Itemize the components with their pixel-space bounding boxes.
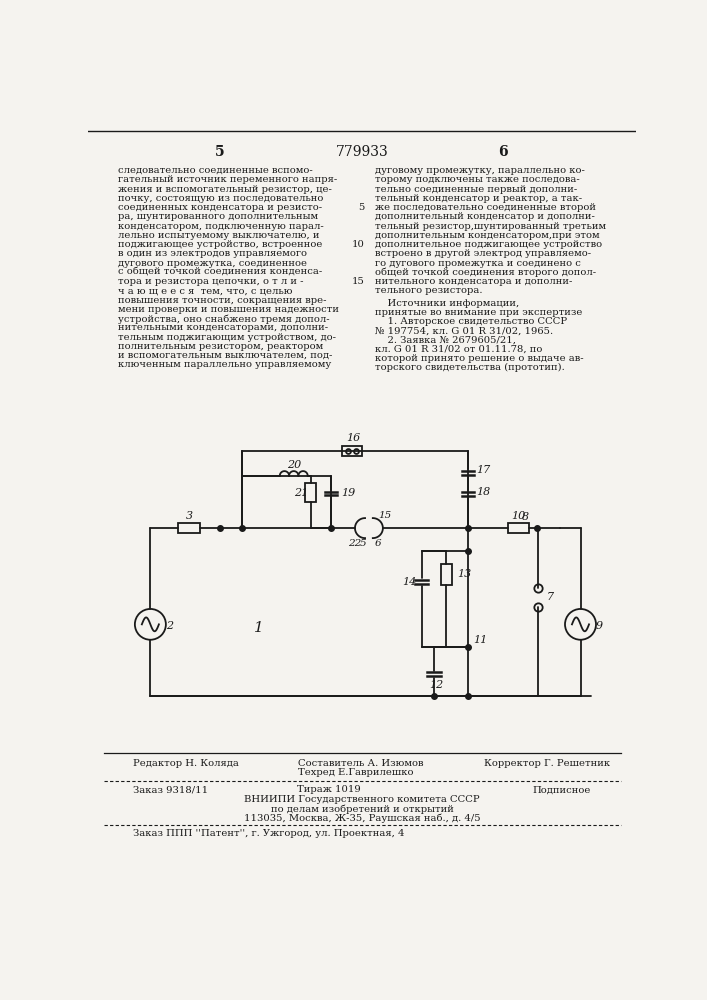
Text: поджигающее устройство, встроенное: поджигающее устройство, встроенное <box>118 240 322 249</box>
Text: мени проверки и повышения надежности: мени проверки и повышения надежности <box>118 305 339 314</box>
Bar <box>341 446 362 456</box>
Bar <box>178 523 200 533</box>
Text: 17: 17 <box>476 465 490 475</box>
Text: 18: 18 <box>476 487 490 497</box>
Text: которой принято решение о выдаче ав-: которой принято решение о выдаче ав- <box>375 354 584 363</box>
Text: 6: 6 <box>375 539 382 548</box>
Text: 19: 19 <box>341 488 356 498</box>
Text: Тираж 1019: Тираж 1019 <box>297 785 361 794</box>
Text: жения и вспомогательный резистор, це-: жения и вспомогательный резистор, це- <box>118 185 332 194</box>
Text: устройства, оно снабжено тремя допол-: устройства, оно снабжено тремя допол- <box>118 314 329 324</box>
Text: 3: 3 <box>185 511 193 521</box>
Text: же последовательно соединенные второй: же последовательно соединенные второй <box>375 203 596 212</box>
Text: Редактор Н. Коляда: Редактор Н. Коляда <box>134 759 239 768</box>
Text: дополнительным конденсатором,при этом: дополнительным конденсатором,при этом <box>375 231 600 240</box>
Text: соединенных конденсатора и резисто-: соединенных конденсатора и резисто- <box>118 203 322 212</box>
Text: кл. G 01 R 31/02 от 01.11.78, по: кл. G 01 R 31/02 от 01.11.78, по <box>375 345 542 354</box>
Text: 14: 14 <box>402 577 416 587</box>
Text: 2: 2 <box>166 621 173 631</box>
Text: Корректор Г. Решетник: Корректор Г. Решетник <box>484 759 609 768</box>
Bar <box>305 483 316 502</box>
Text: 16: 16 <box>346 433 361 443</box>
Text: полнительным резистором, реактором: полнительным резистором, реактором <box>118 342 323 351</box>
Text: 5: 5 <box>358 203 365 212</box>
Text: го дугового промежутка и соединено с: го дугового промежутка и соединено с <box>375 259 581 268</box>
Text: 779933: 779933 <box>336 145 388 159</box>
Text: торского свидетельства (прототип).: торского свидетельства (прототип). <box>375 363 565 372</box>
Text: нительными конденсаторами, дополни-: нительными конденсаторами, дополни- <box>118 323 328 332</box>
Text: 8: 8 <box>522 512 529 522</box>
Text: конденсатором, подключенную парал-: конденсатором, подключенную парал- <box>118 222 324 231</box>
Text: по делам изобретений и открытий: по делам изобретений и открытий <box>271 805 453 814</box>
Text: тельный конденсатор и реактор, а так-: тельный конденсатор и реактор, а так- <box>375 194 583 203</box>
Text: Составитель А. Изюмов: Составитель А. Изюмов <box>298 759 423 768</box>
Text: Подписное: Подписное <box>532 785 590 794</box>
Text: 10: 10 <box>511 511 525 521</box>
Text: 12: 12 <box>429 680 443 690</box>
Text: следовательно соединенные вспомо-: следовательно соединенные вспомо- <box>118 166 312 175</box>
Text: повышения точности, сокращения вре-: повышения точности, сокращения вре- <box>118 296 327 305</box>
Text: нительного конденсатора и дополни-: нительного конденсатора и дополни- <box>375 277 573 286</box>
Text: Источники информации,: Источники информации, <box>375 299 520 308</box>
Text: общей точкой соединения второго допол-: общей точкой соединения второго допол- <box>375 268 596 277</box>
Text: 113035, Москва, Ж-35, Раушская наб., д. 4/5: 113035, Москва, Ж-35, Раушская наб., д. … <box>244 814 480 823</box>
Text: и вспомогательным выключателем, под-: и вспомогательным выключателем, под- <box>118 351 332 360</box>
Text: ра, шунтированного дополнительным: ра, шунтированного дополнительным <box>118 212 318 221</box>
Text: 5: 5 <box>216 145 225 159</box>
Text: Заказ 9318/11: Заказ 9318/11 <box>134 785 209 794</box>
Text: торому подключены также последова-: торому подключены также последова- <box>375 175 580 184</box>
Text: тельно соединенные первый дополни-: тельно соединенные первый дополни- <box>375 185 578 194</box>
Text: 1: 1 <box>254 621 264 635</box>
Text: Заказ ППП ''Патент'', г. Ужгород, ул. Проектная, 4: Заказ ППП ''Патент'', г. Ужгород, ул. Пр… <box>134 829 405 838</box>
Text: тельным поджигающим устройством, до-: тельным поджигающим устройством, до- <box>118 333 336 342</box>
Text: ВНИИПИ Государственного комитета СССР: ВНИИПИ Государственного комитета СССР <box>244 795 480 804</box>
Text: 15: 15 <box>352 277 365 286</box>
Bar <box>508 523 530 533</box>
Text: 1. Авторское свидетельство СССР: 1. Авторское свидетельство СССР <box>375 317 567 326</box>
Text: тельный резистор,шунтированный третьим: тельный резистор,шунтированный третьим <box>375 222 606 231</box>
Text: почку, состоящую из последовательно: почку, состоящую из последовательно <box>118 194 323 203</box>
Text: 2. Заявка № 2679605/21,: 2. Заявка № 2679605/21, <box>375 336 516 345</box>
Text: в один из электродов управляемого: в один из электродов управляемого <box>118 249 307 258</box>
Text: 15: 15 <box>378 511 391 520</box>
Text: 10: 10 <box>352 240 365 249</box>
Text: дуговому промежутку, параллельно ко-: дуговому промежутку, параллельно ко- <box>375 166 585 175</box>
Text: дополнительный конденсатор и дополни-: дополнительный конденсатор и дополни- <box>375 212 595 221</box>
Text: ч а ю щ е е с я  тем, что, с целью: ч а ю щ е е с я тем, что, с целью <box>118 286 292 295</box>
Text: дополнительное поджигающее устройство: дополнительное поджигающее устройство <box>375 240 602 249</box>
Text: 13: 13 <box>457 569 472 579</box>
Text: встроено в другой электрод управляемо-: встроено в другой электрод управляемо- <box>375 249 591 258</box>
Text: дугового промежутка, соединенное: дугового промежутка, соединенное <box>118 259 307 268</box>
Text: ключенным параллельно управляемому: ключенным параллельно управляемому <box>118 360 331 369</box>
Text: 21: 21 <box>293 488 308 498</box>
Text: принятые во внимание при экспертизе: принятые во внимание при экспертизе <box>375 308 583 317</box>
Text: 6: 6 <box>498 145 508 159</box>
Text: лельно испытуемому выключателю, и: лельно испытуемому выключателю, и <box>118 231 320 240</box>
Text: № 197754, кл. G 01 R 31/02, 1965.: № 197754, кл. G 01 R 31/02, 1965. <box>375 326 554 335</box>
Text: 5: 5 <box>359 539 366 548</box>
Text: 20: 20 <box>286 460 301 470</box>
Text: 9: 9 <box>595 621 602 631</box>
Text: тельного резистора.: тельного резистора. <box>375 286 483 295</box>
Text: тора и резистора цепочки, о т л и -: тора и резистора цепочки, о т л и - <box>118 277 303 286</box>
Text: 11: 11 <box>473 635 487 645</box>
Text: 7: 7 <box>547 592 554 602</box>
Bar <box>441 564 452 585</box>
Text: 22: 22 <box>349 539 361 548</box>
Text: Техред Е.Гаврилешко: Техред Е.Гаврилешко <box>298 768 413 777</box>
Text: гательный источник переменного напря-: гательный источник переменного напря- <box>118 175 337 184</box>
Text: с общей точкой соединения конденса-: с общей точкой соединения конденса- <box>118 268 322 277</box>
